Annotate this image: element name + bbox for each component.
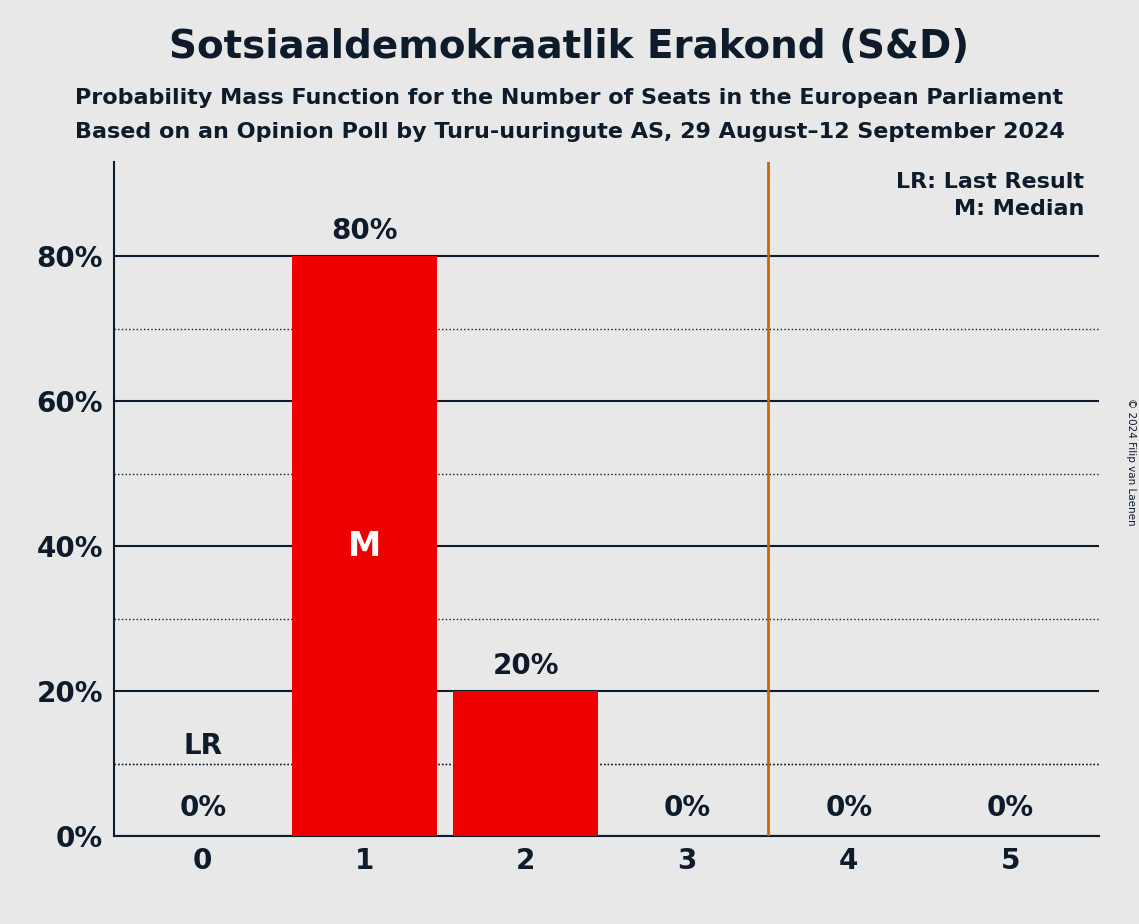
Text: 0%: 0% (826, 794, 872, 821)
Text: Sotsiaaldemokraatlik Erakond (S&D): Sotsiaaldemokraatlik Erakond (S&D) (170, 28, 969, 66)
Text: 80%: 80% (331, 217, 398, 245)
Text: © 2024 Filip van Laenen: © 2024 Filip van Laenen (1125, 398, 1136, 526)
Text: LR: LR (183, 732, 222, 760)
Text: 0%: 0% (664, 794, 711, 821)
Text: 0%: 0% (986, 794, 1034, 821)
Text: LR: Last Result: LR: Last Result (896, 172, 1084, 192)
Text: Probability Mass Function for the Number of Seats in the European Parliament: Probability Mass Function for the Number… (75, 88, 1064, 108)
Text: 20%: 20% (492, 652, 559, 680)
Text: M: Median: M: Median (954, 199, 1084, 219)
Bar (292, 256, 437, 836)
Text: 0%: 0% (179, 794, 227, 821)
Text: Based on an Opinion Poll by Turu-uuringute AS, 29 August–12 September 2024: Based on an Opinion Poll by Turu-uuringu… (75, 122, 1064, 142)
Bar (453, 691, 598, 836)
Text: M: M (347, 529, 380, 563)
